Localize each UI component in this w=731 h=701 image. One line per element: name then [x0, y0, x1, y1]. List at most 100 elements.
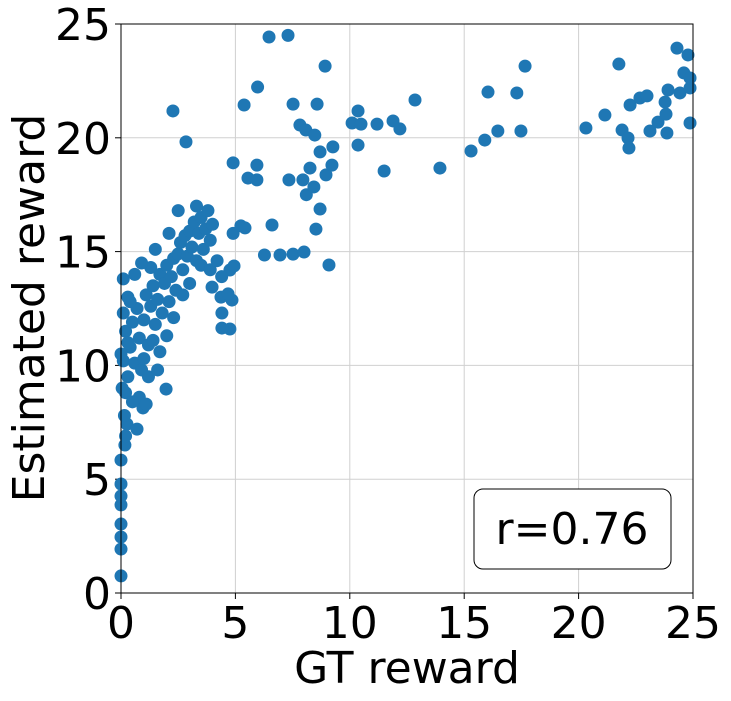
point [659, 107, 673, 121]
x-tick-label: 15 [436, 598, 492, 649]
point [167, 311, 181, 325]
point [683, 116, 697, 130]
point [579, 121, 593, 135]
point [137, 352, 151, 366]
point [132, 331, 146, 345]
point [171, 204, 185, 218]
point [308, 128, 322, 142]
point [658, 95, 672, 109]
point [137, 313, 151, 327]
point [115, 381, 129, 395]
point [464, 144, 478, 158]
point [322, 258, 336, 272]
point [393, 122, 407, 136]
point [190, 199, 204, 213]
point [286, 247, 300, 261]
point [683, 71, 697, 85]
y-tick-label: 20 [55, 114, 111, 165]
point [673, 86, 687, 100]
point [309, 222, 323, 236]
point [141, 370, 155, 384]
point [215, 270, 229, 284]
point [481, 85, 495, 99]
point [151, 363, 165, 377]
y-tick-label: 10 [55, 341, 111, 392]
point [250, 173, 264, 187]
point [273, 248, 287, 262]
point [128, 267, 142, 281]
point [310, 97, 324, 111]
point [151, 292, 165, 306]
point [237, 98, 251, 112]
point [183, 276, 197, 290]
point [510, 86, 524, 100]
point [370, 117, 384, 131]
point [164, 270, 178, 284]
point [250, 158, 264, 172]
point [313, 145, 327, 159]
point [491, 124, 505, 138]
point [215, 321, 229, 335]
point [185, 240, 199, 254]
point [159, 382, 173, 396]
point [201, 204, 215, 218]
point [433, 161, 447, 175]
point [155, 306, 169, 320]
point [210, 254, 224, 268]
point [221, 287, 235, 301]
point [670, 41, 684, 55]
point [621, 131, 635, 145]
point [203, 263, 217, 277]
point [351, 104, 365, 118]
point [215, 306, 229, 320]
point [286, 97, 300, 111]
point [162, 226, 176, 240]
point [354, 117, 368, 131]
point [153, 345, 167, 359]
point [176, 288, 190, 302]
point [119, 429, 133, 443]
point [478, 133, 492, 147]
point [166, 104, 180, 118]
point [121, 370, 135, 384]
point [660, 126, 674, 140]
point [296, 173, 310, 187]
point [125, 315, 139, 329]
point [238, 221, 252, 235]
point [117, 408, 131, 422]
point [116, 272, 130, 286]
plot-frame [120, 23, 694, 594]
point [643, 124, 657, 138]
x-tick-label: 0 [107, 598, 135, 649]
annotation-box [473, 488, 672, 570]
point [257, 248, 271, 262]
point [681, 48, 695, 62]
point [205, 280, 219, 294]
point [206, 217, 220, 231]
point [139, 397, 153, 411]
point [622, 141, 636, 155]
annotation: r=0.76 [496, 504, 649, 555]
point [408, 93, 422, 107]
point [148, 317, 162, 331]
point [640, 89, 654, 103]
point [125, 395, 139, 409]
point [251, 80, 265, 94]
point [661, 83, 675, 97]
point [196, 242, 210, 256]
point [351, 138, 365, 152]
point [313, 202, 327, 216]
x-tick-label: 10 [322, 598, 378, 649]
point [307, 180, 321, 194]
point [651, 115, 665, 129]
point [179, 135, 193, 149]
point [262, 30, 276, 44]
point [148, 242, 162, 256]
point [116, 306, 130, 320]
point [139, 288, 153, 302]
x-tick-label: 20 [551, 598, 607, 649]
y-tick-label: 5 [83, 455, 111, 506]
point [612, 57, 626, 71]
point [297, 245, 311, 259]
